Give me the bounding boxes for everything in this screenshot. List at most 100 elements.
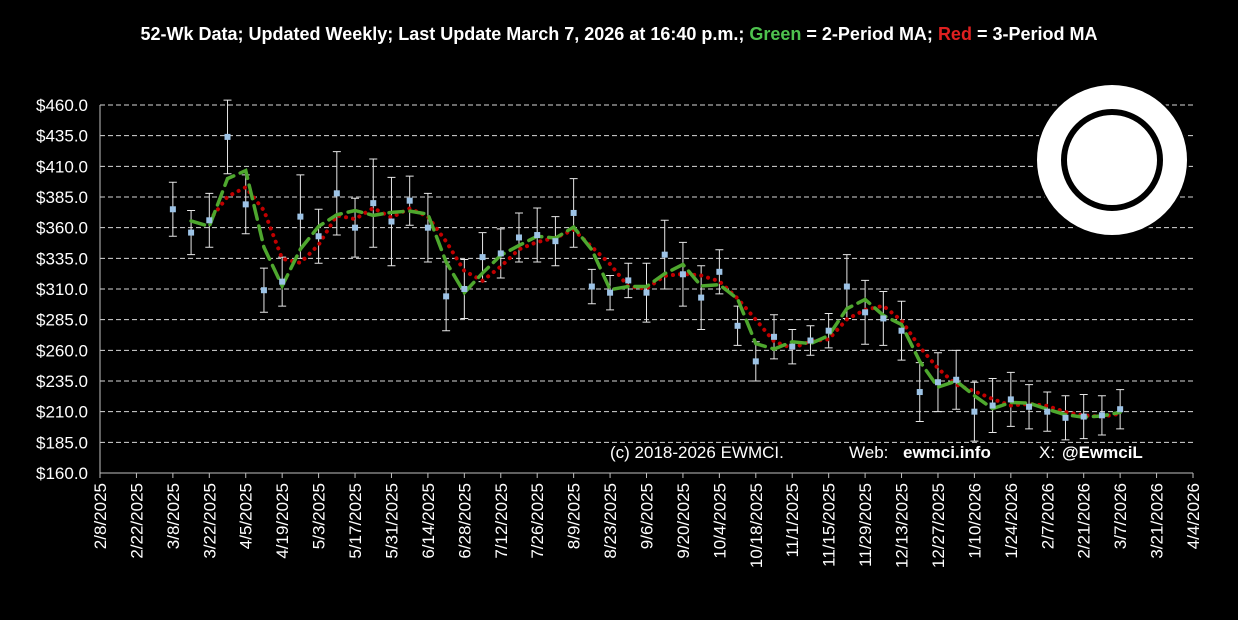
data-point — [916, 389, 923, 396]
data-point — [625, 277, 632, 284]
chart-title: 52-Wk Data; Updated Weekly; Last Update … — [141, 24, 1098, 44]
data-point — [825, 327, 832, 334]
data-point — [643, 289, 650, 296]
data-point — [716, 268, 723, 275]
x-tick-label: 11/15/2025 — [820, 483, 839, 567]
data-point — [1007, 396, 1014, 403]
data-point — [1098, 412, 1105, 419]
data-point — [534, 232, 541, 239]
data-point — [552, 238, 559, 245]
data-point — [497, 250, 504, 257]
data-point — [443, 293, 450, 300]
data-point — [333, 190, 340, 197]
data-point — [1080, 413, 1087, 420]
x-tick-label: 3/8/2025 — [164, 483, 183, 549]
data-point — [206, 217, 213, 224]
annotation: @EwmciL — [1062, 443, 1143, 462]
x-tick-label: 8/9/2025 — [565, 483, 584, 549]
y-tick-label: $335.0 — [36, 249, 88, 268]
x-tick-label: 10/18/2025 — [747, 483, 766, 568]
x-tick-label: 2/7/2026 — [1038, 483, 1057, 549]
data-point — [771, 333, 778, 340]
x-tick-label: 11/29/2025 — [856, 483, 875, 567]
annotation: ewmci.info — [903, 443, 991, 462]
x-tick-label: 2/22/2025 — [127, 483, 146, 559]
data-point — [515, 234, 522, 241]
y-tick-label: $235.0 — [36, 372, 88, 391]
x-tick-label: 5/3/2025 — [310, 483, 329, 549]
data-point — [588, 283, 595, 290]
y-tick-label: $260.0 — [36, 341, 88, 360]
data-point — [607, 289, 614, 296]
data-point — [1026, 403, 1033, 410]
x-tick-label: 4/19/2025 — [273, 483, 292, 559]
data-point — [169, 206, 176, 213]
x-tick-label: 12/27/2025 — [929, 483, 948, 568]
x-tick-label: 3/22/2025 — [200, 483, 219, 559]
data-point — [279, 278, 286, 285]
x-tick-label: 2/21/2026 — [1075, 483, 1094, 559]
title-part: = 2-Period MA; — [801, 24, 938, 44]
ma3-line — [207, 184, 1123, 419]
y-tick-label: $210.0 — [36, 403, 88, 422]
data-point — [807, 337, 814, 344]
data-point — [971, 408, 978, 415]
x-tick-label: 5/17/2025 — [346, 483, 365, 559]
data-point — [260, 287, 267, 294]
y-tick-label: $460.0 — [36, 96, 88, 115]
annotation: Web: — [849, 443, 888, 462]
x-tick-label: 6/14/2025 — [419, 483, 438, 559]
x-tick-label: 6/28/2025 — [455, 483, 474, 559]
data-point — [297, 213, 304, 220]
ma2-line — [189, 168, 1122, 419]
title-part: Green — [749, 24, 801, 44]
logo-ring — [1061, 109, 1163, 211]
y-tick-label: $310.0 — [36, 280, 88, 299]
x-tick-label: 11/1/2025 — [783, 483, 802, 557]
data-point — [370, 200, 377, 207]
data-point — [953, 376, 960, 383]
x-tick-label: 5/31/2025 — [382, 483, 401, 559]
data-point — [424, 224, 431, 231]
data-point — [862, 309, 869, 316]
x-tick-label: 1/10/2026 — [965, 483, 984, 559]
y-tick-label: $285.0 — [36, 311, 88, 330]
data-point — [570, 209, 577, 216]
data-point — [352, 224, 359, 231]
x-tick-label: 10/4/2025 — [710, 483, 729, 559]
annotation: X: — [1039, 443, 1055, 462]
x-tick-label: 3/7/2026 — [1111, 483, 1130, 549]
data-point — [461, 286, 468, 292]
y-tick-label: $360.0 — [36, 219, 88, 238]
y-tick-label: $185.0 — [36, 433, 88, 452]
data-point — [315, 233, 322, 240]
data-point — [698, 294, 705, 301]
y-tick-label: $160.0 — [36, 464, 88, 483]
x-tick-label: 3/21/2026 — [1148, 483, 1167, 559]
x-tick-label: 9/20/2025 — [674, 483, 693, 559]
data-point — [789, 343, 796, 350]
data-point — [661, 251, 668, 258]
data-point — [242, 201, 249, 208]
data-point — [1062, 414, 1069, 421]
data-point — [880, 315, 887, 322]
x-tick-label: 8/23/2025 — [601, 483, 620, 559]
data-point — [479, 254, 486, 261]
data-point — [989, 402, 996, 409]
data-point — [188, 229, 195, 236]
y-tick-label: $385.0 — [36, 188, 88, 207]
title-part: 52-Wk Data; Updated Weekly; Last Update … — [141, 24, 750, 44]
x-tick-label: 7/12/2025 — [492, 483, 511, 559]
x-tick-label: 7/26/2025 — [528, 483, 547, 559]
y-tick-label: $435.0 — [36, 127, 88, 146]
y-tick-label: $410.0 — [36, 157, 88, 176]
logo-center: EWMCI — [1070, 140, 1154, 181]
data-point — [1044, 408, 1051, 415]
data-point — [679, 271, 686, 278]
annotation: (c) 2018-2026 EWMCI. — [610, 443, 784, 462]
x-tick-label: 2/8/2025 — [91, 483, 110, 549]
data-point — [1117, 406, 1124, 413]
data-point — [388, 218, 395, 225]
